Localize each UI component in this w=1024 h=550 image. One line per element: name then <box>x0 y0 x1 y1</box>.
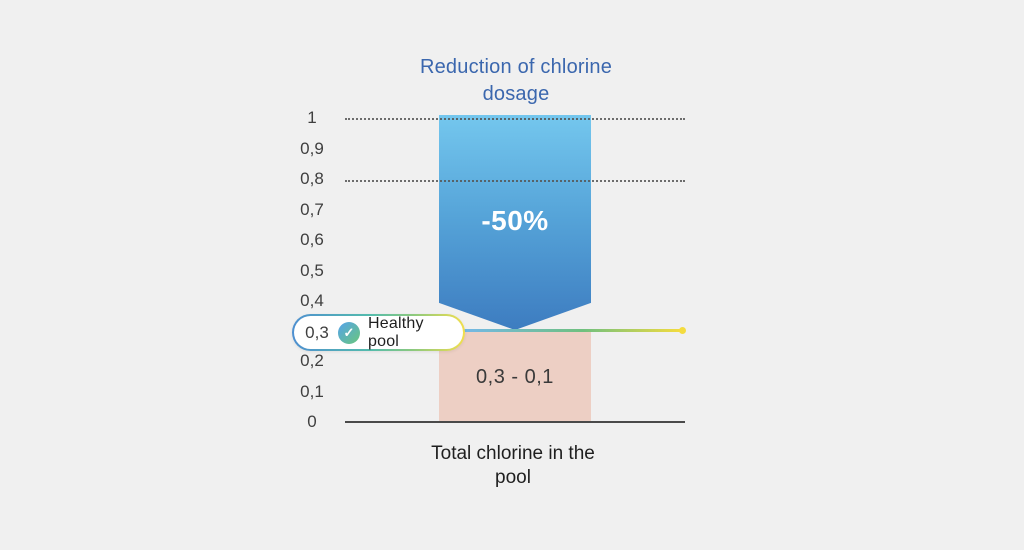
ytick-0-9: 0,9 <box>300 139 324 158</box>
reduction-arrow: -50% <box>439 115 591 330</box>
ytick-1: 1 <box>307 108 317 127</box>
residual-range-label: 0,3 - 0,1 <box>476 365 554 388</box>
healthy-pool-label: Healthy pool <box>368 314 424 350</box>
check-icon: ✓ <box>338 321 360 344</box>
healthy-pool-badge: 0,3 ✓ Healthy pool <box>292 314 465 351</box>
ytick-0-3: 0,3 <box>305 322 329 342</box>
healthy-pool-level-line-end-dot <box>679 327 686 334</box>
healthy-pool-level-line <box>464 329 680 332</box>
gridline-value-0-8 <box>345 180 685 182</box>
x-axis-label: Total chlorine in the pool <box>431 443 595 488</box>
ytick-0-1: 0,1 <box>300 382 324 401</box>
ytick-0: 0 <box>307 412 317 431</box>
ytick-0-7: 0,7 <box>300 200 324 219</box>
ytick-0-6: 0,6 <box>300 230 324 249</box>
x-axis-baseline <box>345 421 685 423</box>
reduction-arrow-label: -50% <box>481 205 549 236</box>
ytick-0-2: 0,2 <box>300 351 324 370</box>
ytick-0-5: 0,5 <box>300 261 324 280</box>
residual-range-bar: 0,3 - 0,1 <box>439 332 591 422</box>
chart-title: Reduction of chlorine dosage <box>419 56 613 105</box>
gridline-value-1 <box>345 118 685 120</box>
ytick-0-4: 0,4 <box>300 291 324 310</box>
ytick-0-8: 0,8 <box>300 169 324 188</box>
